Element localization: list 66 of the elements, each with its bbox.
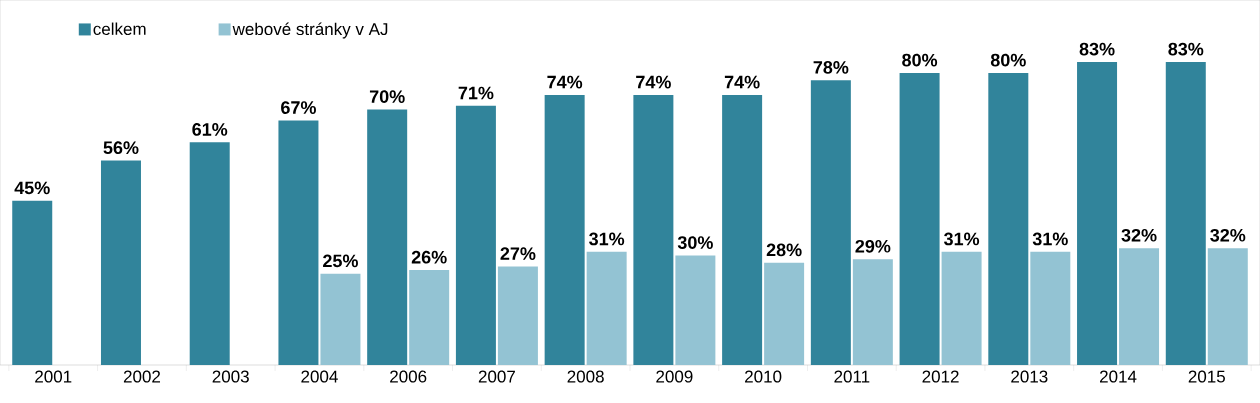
data-label: 83% — [1168, 42, 1204, 56]
bar — [455, 105, 496, 365]
data-label: 32% — [1210, 228, 1246, 242]
data-label: 74% — [636, 75, 671, 89]
bar — [367, 109, 408, 365]
bar — [100, 160, 141, 365]
x-tick-label: 2004 — [301, 370, 338, 383]
x-tick-label: 2011 — [834, 370, 870, 383]
x-tick-label: 2006 — [390, 370, 427, 383]
bar — [941, 251, 982, 365]
bar — [899, 73, 940, 365]
x-tick-label: 2014 — [1100, 370, 1137, 383]
data-label: 27% — [500, 247, 536, 260]
x-tick-label: 2013 — [1011, 370, 1048, 383]
data-label: 31% — [1032, 232, 1068, 246]
x-tick-label: 2001 — [35, 370, 72, 383]
bar — [1119, 248, 1160, 365]
x-tick-label: 2012 — [922, 370, 959, 383]
data-label: 29% — [855, 239, 891, 253]
bar — [1207, 248, 1248, 365]
data-label: 67% — [281, 101, 316, 114]
bar — [1165, 62, 1206, 365]
bar — [497, 266, 538, 365]
data-label: 56% — [103, 141, 139, 155]
data-label: 61% — [192, 123, 228, 136]
data-label: 80% — [990, 53, 1026, 67]
data-label: 78% — [813, 61, 849, 74]
data-label: 45% — [14, 181, 50, 195]
bar — [810, 80, 851, 365]
data-label: 74% — [724, 75, 760, 89]
data-label: 80% — [902, 53, 938, 67]
bar — [409, 270, 450, 365]
bar — [722, 94, 763, 365]
data-label: 31% — [943, 232, 980, 246]
bar — [544, 94, 585, 365]
x-tick-label: 2015 — [1188, 370, 1225, 383]
data-label: 83% — [1079, 42, 1115, 56]
bar — [633, 94, 674, 365]
x-tick-label: 2002 — [123, 370, 161, 383]
data-label: 26% — [411, 250, 447, 264]
bar — [764, 262, 805, 365]
data-label: 25% — [323, 254, 358, 268]
bar — [12, 200, 53, 365]
x-tick-label: 2010 — [745, 370, 782, 383]
legend-label: webové stránky v AJ — [232, 22, 388, 39]
data-label: 32% — [1121, 228, 1157, 242]
x-tick-label: 2003 — [212, 370, 249, 383]
data-label: 30% — [677, 236, 713, 249]
x-tick-label: 2007 — [478, 370, 515, 383]
bar — [988, 73, 1029, 365]
bar — [852, 259, 893, 365]
data-label: 28% — [766, 243, 802, 257]
data-label: 71% — [458, 86, 494, 100]
bar — [320, 273, 361, 365]
data-label: 70% — [369, 90, 405, 103]
bar — [675, 255, 716, 365]
legend-label: celkem — [93, 22, 146, 36]
x-tick-label: 2009 — [656, 370, 693, 383]
bar — [189, 142, 230, 365]
bar — [586, 251, 627, 365]
data-label: 31% — [589, 232, 625, 246]
bar — [278, 120, 319, 365]
bar — [1077, 62, 1118, 365]
x-tick-label: 2008 — [567, 370, 604, 383]
bar — [1030, 251, 1071, 365]
data-label: 74% — [547, 75, 583, 89]
